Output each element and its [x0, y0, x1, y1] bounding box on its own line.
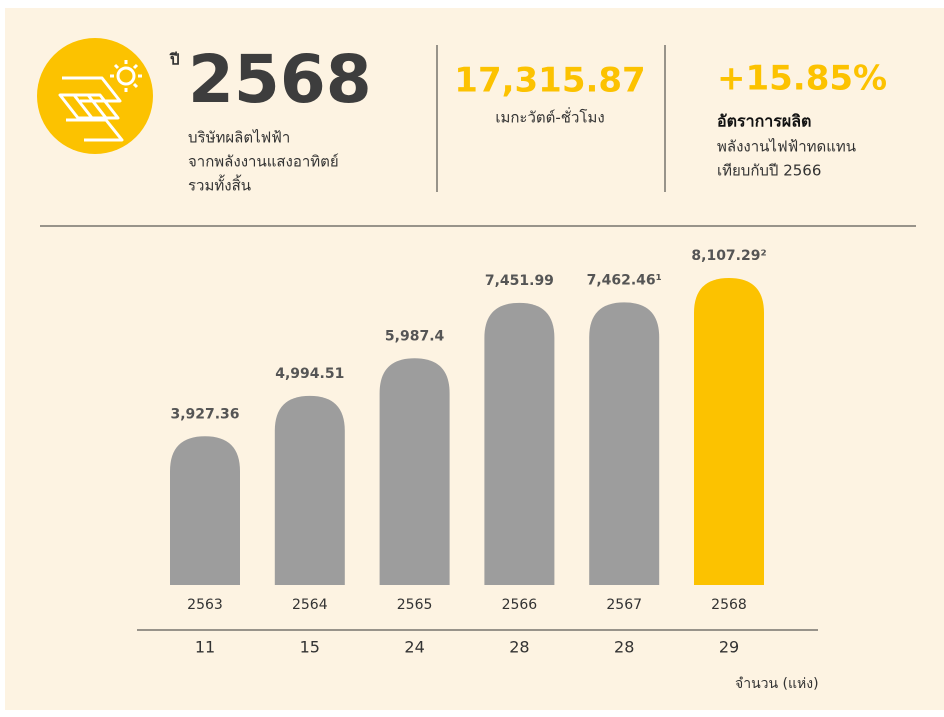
year-prefix: ปี: [169, 51, 179, 69]
bar: [170, 436, 240, 585]
site-count: 28: [614, 638, 634, 657]
x-tick-label: 2567: [606, 597, 642, 613]
count-label: จำนวน (แห่ง): [735, 676, 819, 692]
energy-unit: เมกะวัตต์-ชั่วโมง: [495, 107, 604, 127]
value-label: 7,462.46¹: [587, 272, 662, 288]
bar: [274, 395, 345, 585]
bar: [379, 358, 450, 585]
value-label: 3,927.36: [170, 406, 239, 422]
solar-icon: [37, 38, 153, 154]
growth-title: อัตราการผลิต: [717, 112, 811, 131]
bar: [589, 302, 660, 585]
growth-caption: เทียบกับปี 2566: [717, 162, 821, 180]
value-label: 5,987.4: [385, 328, 445, 344]
bar: [484, 302, 555, 585]
site-count: 29: [719, 638, 739, 657]
year: 2568: [188, 41, 372, 118]
year-caption: บริษัทผลิตไฟฟ้า: [188, 129, 290, 147]
x-tick-label: 2563: [187, 597, 223, 613]
year-caption: จากพลังงานแสงอาทิตย์: [188, 153, 339, 171]
growth-caption: พลังงานไฟฟ้าทดแทน: [717, 138, 856, 156]
growth-value: +15.85%: [717, 59, 887, 99]
bar: [694, 278, 764, 585]
background: [5, 8, 944, 710]
energy-value: 17,315.87: [454, 61, 645, 101]
x-tick-label: 2566: [502, 597, 538, 613]
value-label: 4,994.51: [275, 366, 344, 382]
value-label: 7,451.99: [485, 273, 554, 289]
site-count: 15: [300, 638, 320, 657]
x-tick-label: 2564: [292, 597, 328, 613]
site-count: 28: [509, 638, 529, 657]
x-tick-label: 2565: [397, 597, 433, 613]
site-count: 11: [195, 638, 215, 657]
site-count: 24: [404, 638, 424, 657]
x-tick-label: 2568: [711, 597, 747, 613]
year-caption: รวมทั้งสิ้น: [188, 175, 251, 195]
value-label: 8,107.29²: [691, 248, 766, 264]
